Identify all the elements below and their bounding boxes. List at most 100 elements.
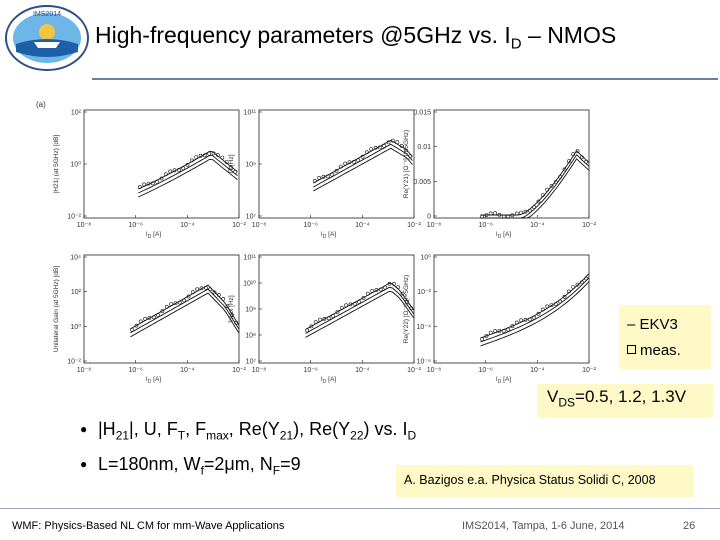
x-axis-label: ID [A] xyxy=(496,231,511,240)
y-tick-label: 0.005 xyxy=(413,179,431,186)
y-tick-label: 10⁻² xyxy=(67,214,81,221)
measured-point xyxy=(395,140,400,145)
y-tick-label: 0 xyxy=(427,214,431,221)
measured-point xyxy=(369,147,374,152)
measured-point xyxy=(484,213,489,218)
x-tick-label: 10⁻⁴ xyxy=(355,367,370,374)
measured-point xyxy=(488,330,493,335)
bullet-text: |, U, F xyxy=(129,419,178,439)
model-curve xyxy=(480,273,590,339)
bullet-item: ● |H21|, U, FT, Fmax, Re(Y21), Re(Y22) vs… xyxy=(80,415,520,450)
measured-point xyxy=(224,160,229,165)
x-tick-label: 10⁻² xyxy=(407,367,421,374)
measured-point xyxy=(374,288,379,292)
measured-point xyxy=(390,138,395,143)
bullet-text: ), Re(Y xyxy=(293,419,351,439)
vds-bias-label: VDS=0.5, 1.2, 1.3V xyxy=(537,384,713,418)
measured-point xyxy=(229,313,234,318)
model-curve xyxy=(305,290,415,338)
measured-point xyxy=(159,176,164,181)
measured-point xyxy=(142,182,147,187)
measured-point xyxy=(575,149,580,154)
measured-point xyxy=(155,180,160,184)
y-axis-label: fT [Hz] xyxy=(228,154,235,173)
measured-point xyxy=(207,151,212,156)
y-tick-label: 10⁰ xyxy=(70,323,81,331)
measured-point xyxy=(326,316,331,321)
x-axis-label: ID [A] xyxy=(321,376,336,385)
bullet-sub: F xyxy=(272,463,281,478)
measured-point xyxy=(510,324,515,329)
measured-point xyxy=(163,172,168,177)
measured-point xyxy=(331,314,336,319)
model-curve xyxy=(313,143,413,188)
measured-point xyxy=(198,153,203,158)
measured-point xyxy=(365,291,370,296)
measured-point xyxy=(571,152,576,157)
measured-point xyxy=(403,148,408,153)
measured-point xyxy=(190,290,195,295)
x-tick-label: 10⁻⁴ xyxy=(530,367,545,374)
y-tick-label: 10¹¹ xyxy=(244,110,257,117)
measured-point xyxy=(488,211,493,216)
measured-point xyxy=(156,313,161,318)
measured-point xyxy=(220,155,225,160)
panel-letter: (a) xyxy=(36,100,46,109)
measured-point xyxy=(497,212,502,217)
measured-point xyxy=(181,166,186,171)
measured-point xyxy=(387,281,392,286)
measured-point xyxy=(493,211,498,216)
y-tick-label: 10⁸ xyxy=(245,333,256,340)
y-tick-label: 10⁰ xyxy=(70,161,81,169)
y-tick-label: 10¹¹ xyxy=(244,255,257,262)
vds-subscript: DS xyxy=(558,395,576,410)
bullet-text: ) vs. I xyxy=(363,419,408,439)
measured-point xyxy=(510,213,515,218)
svg-text:IMS2014: IMS2014 xyxy=(33,11,61,18)
measured-point xyxy=(195,287,200,292)
measured-point xyxy=(514,320,519,325)
x-axis-label: ID [A] xyxy=(496,376,511,385)
title-subscript: D xyxy=(510,35,522,53)
y-tick-label: 10² xyxy=(71,289,82,296)
y-tick-label: 10⁻⁶ xyxy=(417,359,431,366)
x-tick-label: 10⁻⁸ xyxy=(427,222,441,229)
x-tick-label: 10⁻⁶ xyxy=(303,222,317,229)
measured-point xyxy=(177,300,182,305)
measured-point xyxy=(484,334,489,338)
measured-point xyxy=(545,304,550,309)
measured-point xyxy=(189,158,194,163)
measured-point xyxy=(352,301,357,306)
measured-point xyxy=(325,174,330,179)
vds-values: =0.5, 1.2, 1.3V xyxy=(575,387,687,406)
measured-point xyxy=(208,287,213,292)
measured-point xyxy=(549,303,554,308)
legend: – EKV3 meas. xyxy=(619,305,711,369)
square-marker-icon xyxy=(627,345,636,354)
bullet-item: ● L=180nm, Wf=2μm, NF=9 xyxy=(80,450,520,485)
measured-point xyxy=(215,153,220,157)
bullet-sub: 22 xyxy=(350,428,364,443)
measured-point xyxy=(130,327,134,332)
bullet-sub: D xyxy=(407,428,417,443)
y-tick-label: 10⁴ xyxy=(70,255,81,262)
measured-point xyxy=(357,299,362,304)
bullet-sub: 21 xyxy=(279,428,294,443)
measured-point xyxy=(360,154,365,159)
bullet-dot-icon: ● xyxy=(80,422,88,436)
bullet-sub: T xyxy=(177,428,186,443)
vds-prefix: V xyxy=(547,387,559,406)
measured-point xyxy=(580,155,584,160)
measured-point xyxy=(164,304,169,309)
x-tick-label: 10⁻⁸ xyxy=(252,367,266,374)
measured-point xyxy=(351,160,356,164)
y-tick-label: 10⁻⁴ xyxy=(417,324,432,331)
measured-point xyxy=(313,320,318,325)
x-axis-label: ID [A] xyxy=(321,231,336,240)
x-axis-label: ID [A] xyxy=(146,376,161,385)
measured-point xyxy=(344,303,349,308)
measured-point xyxy=(176,168,181,172)
x-tick-label: 10⁻⁸ xyxy=(427,367,441,374)
plot-frame xyxy=(258,254,415,364)
x-tick-label: 10⁻⁴ xyxy=(530,222,545,229)
